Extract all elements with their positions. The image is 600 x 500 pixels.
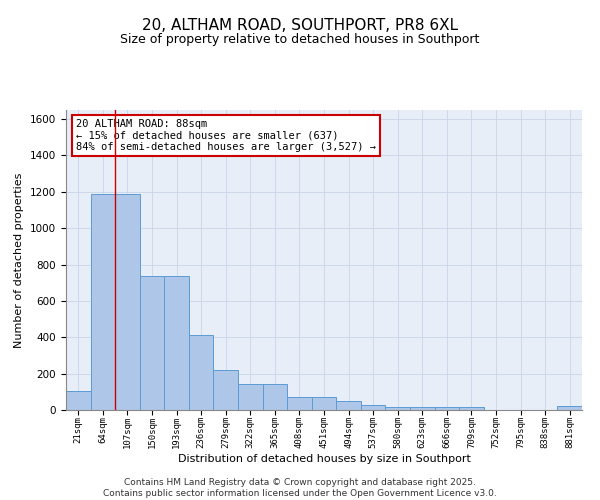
Bar [164, 276, 189, 410]
Y-axis label: Number of detached properties: Number of detached properties [14, 172, 25, 348]
Bar [336, 401, 361, 410]
Bar [287, 397, 312, 410]
Bar [115, 194, 140, 410]
Bar [140, 276, 164, 410]
Bar [434, 408, 459, 410]
Bar [66, 390, 91, 410]
Bar [459, 408, 484, 410]
Bar [214, 370, 238, 410]
Bar [557, 406, 582, 410]
Text: 20, ALTHAM ROAD, SOUTHPORT, PR8 6XL: 20, ALTHAM ROAD, SOUTHPORT, PR8 6XL [142, 18, 458, 32]
Text: 20 ALTHAM ROAD: 88sqm
← 15% of detached houses are smaller (637)
84% of semi-det: 20 ALTHAM ROAD: 88sqm ← 15% of detached … [76, 119, 376, 152]
X-axis label: Distribution of detached houses by size in Southport: Distribution of detached houses by size … [178, 454, 470, 464]
Bar [189, 334, 214, 410]
Text: Contains HM Land Registry data © Crown copyright and database right 2025.
Contai: Contains HM Land Registry data © Crown c… [103, 478, 497, 498]
Bar [91, 194, 115, 410]
Bar [361, 405, 385, 410]
Bar [263, 384, 287, 410]
Text: Size of property relative to detached houses in Southport: Size of property relative to detached ho… [121, 32, 479, 46]
Bar [238, 384, 263, 410]
Bar [410, 408, 434, 410]
Bar [312, 397, 336, 410]
Bar [385, 408, 410, 410]
